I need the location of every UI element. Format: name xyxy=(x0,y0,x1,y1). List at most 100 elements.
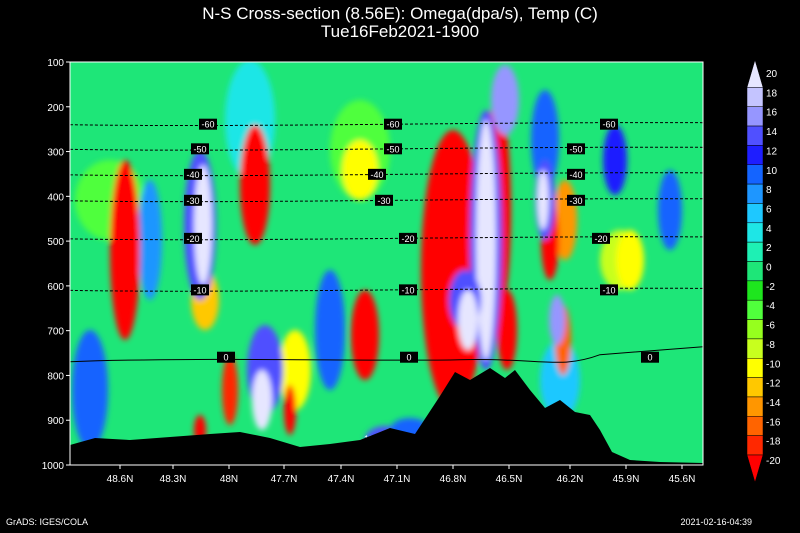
x-tick-label: 48.6N xyxy=(107,474,134,485)
colorbar-label: -12 xyxy=(766,379,781,390)
omega-blob xyxy=(531,90,559,190)
x-tick-label: 47.7N xyxy=(271,474,298,485)
isotherm-label-bg xyxy=(184,194,202,206)
colorbar-label: -10 xyxy=(766,359,781,370)
isotherm-label: -10 xyxy=(602,285,615,295)
colorbar-swatch xyxy=(746,145,764,165)
colorbar-label: -18 xyxy=(766,437,781,448)
colorbar-swatch xyxy=(746,164,764,185)
colorbar-label: 0 xyxy=(766,263,772,274)
isotherm-label: -50 xyxy=(386,144,399,154)
isotherm-label-bg xyxy=(567,143,585,155)
y-tick-label: 200 xyxy=(47,103,64,114)
y-tick-label: 100 xyxy=(47,58,64,69)
colorbar-swatch xyxy=(746,261,764,282)
isotherm-label-bg xyxy=(375,194,393,206)
colorbar-label: 18 xyxy=(766,88,778,99)
isotherm-label-bg xyxy=(217,351,235,363)
colorbar-label: 4 xyxy=(766,224,772,235)
isotherm-label: -60 xyxy=(602,120,615,130)
omega-blob xyxy=(240,125,270,245)
colorbar-label: 10 xyxy=(766,166,778,177)
x-tick-label: 47.4N xyxy=(328,474,355,485)
isotherm-label-bg xyxy=(399,284,417,296)
omega-blob xyxy=(603,125,627,195)
colorbar-label: 6 xyxy=(766,204,772,215)
isotherm-label-bg xyxy=(191,143,209,155)
isotherm-label: -30 xyxy=(186,196,199,206)
isotherm-label: -50 xyxy=(193,144,206,154)
colorbar-cap-top xyxy=(746,59,764,88)
isotherm-line xyxy=(70,287,703,292)
colorbar-label: -14 xyxy=(766,398,781,409)
omega-blob xyxy=(222,355,238,425)
colorbar-label: -8 xyxy=(766,340,775,351)
x-tick-label: 47.1N xyxy=(384,474,411,485)
omega-blob xyxy=(194,165,212,285)
isotherm-line xyxy=(70,122,703,127)
colorbar-swatch xyxy=(746,125,764,146)
y-tick-label: 900 xyxy=(47,416,64,427)
credit-text: GrADS: IGES/COLA xyxy=(6,517,89,527)
colorbar-label: -4 xyxy=(766,301,775,312)
isotherm-label-bg xyxy=(567,194,585,206)
isotherm-label: -20 xyxy=(594,234,607,244)
isotherm-label-bg xyxy=(184,168,202,180)
isotherm-label: 0 xyxy=(223,353,228,363)
x-tick-label: 48N xyxy=(220,474,238,485)
isotherm-label: -30 xyxy=(377,196,390,206)
x-tick-label: 46.2N xyxy=(557,474,584,485)
isotherm-label: -10 xyxy=(401,285,414,295)
colorbar-swatch xyxy=(746,222,764,243)
colorbar-cap-bottom xyxy=(746,454,764,484)
x-tick-label: 46.8N xyxy=(440,474,467,485)
y-tick-label: 700 xyxy=(47,327,64,338)
colorbar-swatch xyxy=(746,377,764,398)
isotherm-label: -40 xyxy=(370,170,383,180)
colorbar-swatch xyxy=(746,338,764,359)
colorbar-label: -20 xyxy=(766,456,781,467)
terrain xyxy=(70,368,703,465)
isotherm-line xyxy=(70,198,703,203)
isotherm-label: -50 xyxy=(569,144,582,154)
omega-blob xyxy=(458,290,478,350)
omega-blob xyxy=(491,65,519,135)
isotherm-label: -20 xyxy=(401,234,414,244)
isotherm-label: 0 xyxy=(406,353,411,363)
chart-title: N-S Cross-section (8.56E): Omega(dpa/s),… xyxy=(202,4,598,23)
x-tick-label: 46.5N xyxy=(496,474,523,485)
isotherm-line xyxy=(70,346,703,363)
colorbar-swatch xyxy=(746,396,764,417)
chart-subtitle: Tue16Feb2021-1900 xyxy=(320,22,480,41)
x-tick-label: 45.9N xyxy=(613,474,640,485)
omega-blob xyxy=(658,170,682,250)
y-tick-label: 800 xyxy=(47,371,64,382)
colorbar-label: 8 xyxy=(766,185,772,196)
y-tick-label: 600 xyxy=(47,282,64,293)
isotherm-label: -60 xyxy=(386,120,399,130)
isotherm-label-bg xyxy=(400,351,418,363)
omega-blob xyxy=(549,295,565,345)
omega-blob xyxy=(284,385,296,435)
x-axis: 48.6N 48.3N 48N 47.7N 47.4N 47.1N 46.8N 46.5N 46… xyxy=(107,465,695,485)
colorbar-swatch xyxy=(746,241,764,262)
isotherm-label: -60 xyxy=(201,120,214,130)
omega-blob xyxy=(252,370,272,430)
colorbar-swatch xyxy=(746,435,764,456)
isotherm-label-bg xyxy=(199,118,217,130)
omega-blob xyxy=(110,160,140,340)
isotherm-label-bg xyxy=(592,232,610,244)
isotherm-label-bg xyxy=(641,351,659,363)
colorbar-swatch xyxy=(746,299,764,320)
omega-blob xyxy=(72,330,108,450)
isotherm-label-bg xyxy=(368,168,386,180)
timestamp-text: 2021-02-16-04:39 xyxy=(680,517,752,527)
omega-blob xyxy=(616,230,644,290)
isotherm-label-bg xyxy=(184,232,202,244)
colorbar-label: -2 xyxy=(766,282,775,293)
colorbar-swatch xyxy=(746,280,764,301)
isotherm-label-bg xyxy=(567,168,585,180)
colorbar-swatch xyxy=(746,319,764,340)
omega-blob xyxy=(351,290,379,380)
